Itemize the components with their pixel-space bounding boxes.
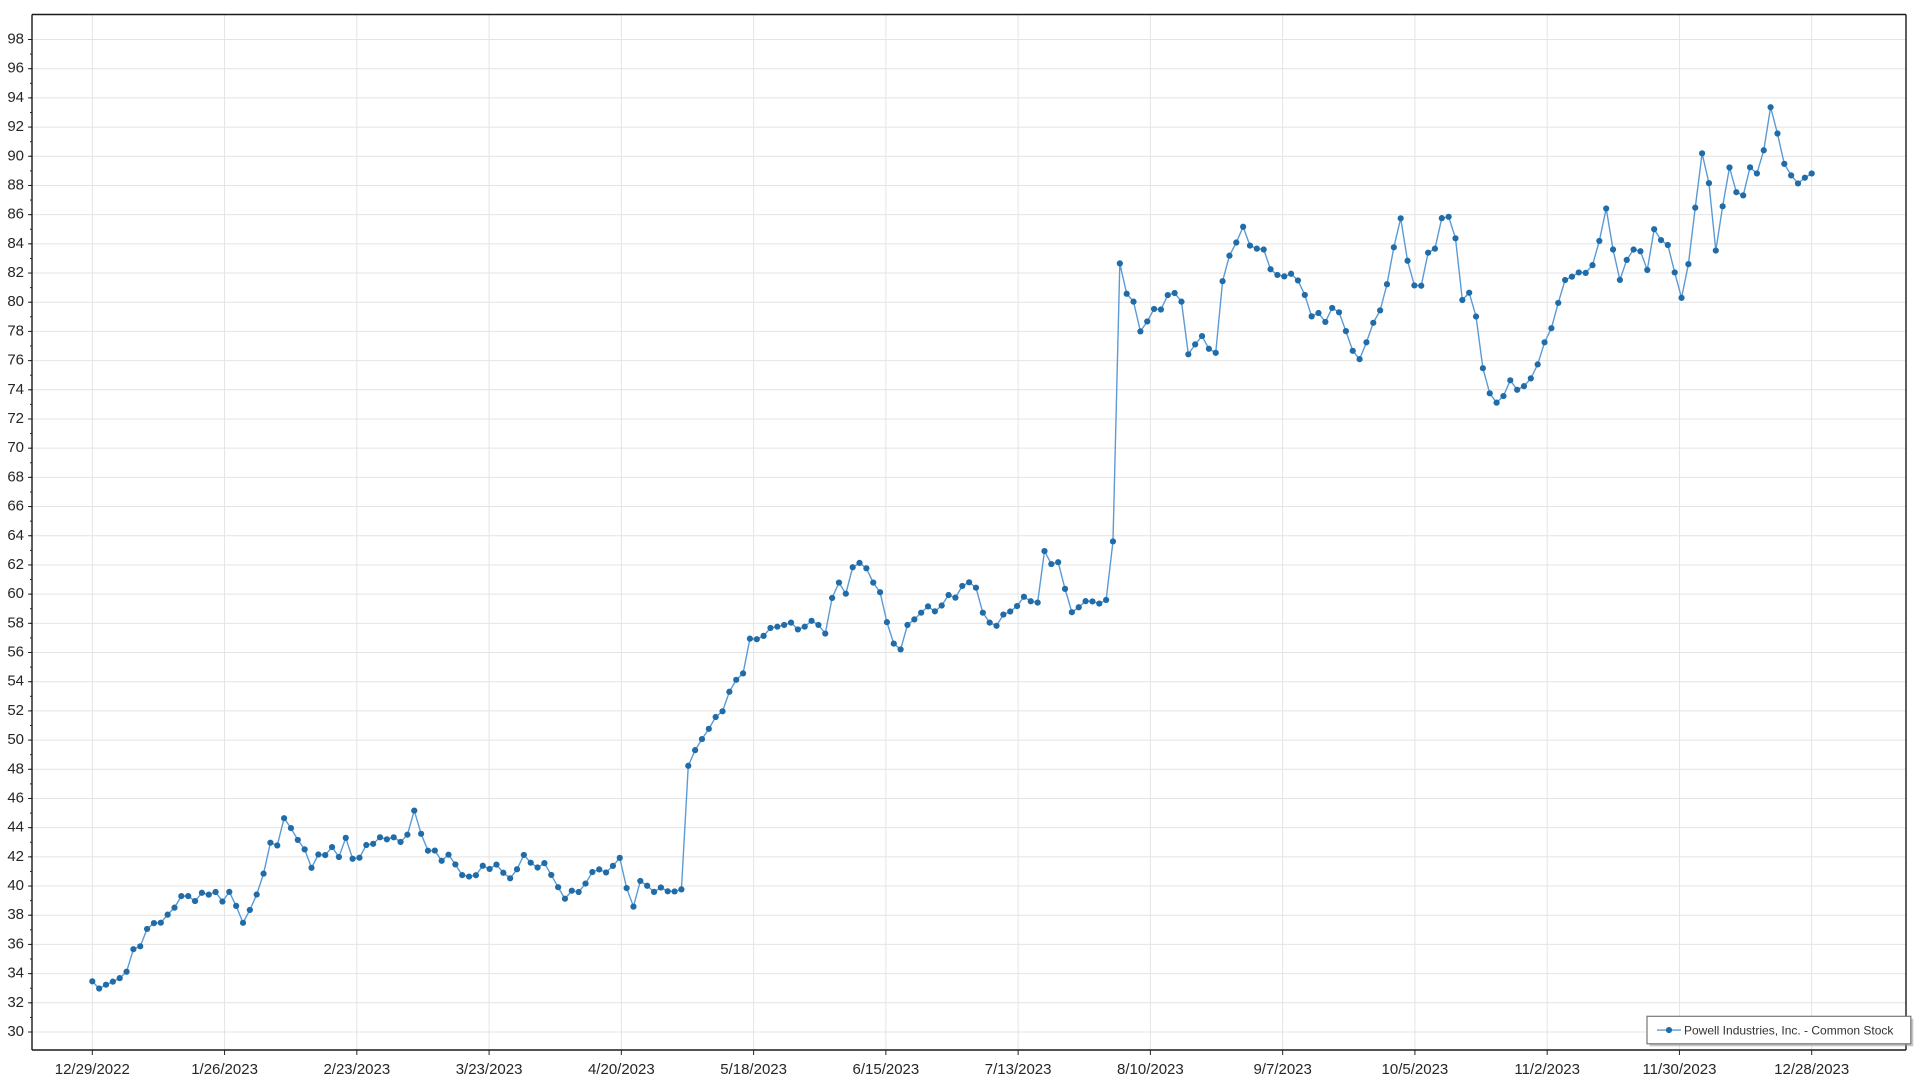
svg-text:34: 34 [7, 965, 24, 982]
svg-text:48: 48 [7, 760, 24, 777]
svg-text:62: 62 [7, 556, 24, 573]
svg-text:Powell Industries, Inc. - Comm: Powell Industries, Inc. - Common Stock [1684, 1024, 1894, 1038]
svg-text:88: 88 [7, 176, 24, 193]
svg-text:80: 80 [7, 293, 24, 310]
svg-text:1/26/2023: 1/26/2023 [191, 1061, 258, 1078]
svg-text:30: 30 [7, 1023, 24, 1040]
svg-text:98: 98 [7, 31, 24, 48]
svg-text:36: 36 [7, 935, 24, 952]
svg-text:94: 94 [7, 89, 24, 106]
svg-text:70: 70 [7, 439, 24, 456]
svg-text:42: 42 [7, 848, 24, 865]
svg-text:10/5/2023: 10/5/2023 [1382, 1061, 1449, 1078]
svg-text:38: 38 [7, 906, 24, 923]
svg-text:9/7/2023: 9/7/2023 [1253, 1061, 1311, 1078]
svg-text:44: 44 [7, 819, 24, 836]
svg-text:5/18/2023: 5/18/2023 [720, 1061, 787, 1078]
svg-text:7/13/2023: 7/13/2023 [985, 1061, 1052, 1078]
svg-text:86: 86 [7, 206, 24, 223]
svg-text:66: 66 [7, 498, 24, 515]
svg-text:12/28/2023: 12/28/2023 [1774, 1061, 1849, 1078]
svg-text:84: 84 [7, 235, 24, 252]
svg-text:11/2/2023: 11/2/2023 [1514, 1061, 1580, 1078]
svg-text:96: 96 [7, 60, 24, 77]
svg-text:3/23/2023: 3/23/2023 [456, 1061, 523, 1078]
svg-text:12/29/2022: 12/29/2022 [55, 1061, 130, 1078]
svg-text:82: 82 [7, 264, 24, 281]
svg-text:90: 90 [7, 147, 24, 164]
svg-text:74: 74 [7, 381, 24, 398]
svg-text:64: 64 [7, 527, 24, 544]
svg-text:78: 78 [7, 322, 24, 339]
svg-text:92: 92 [7, 118, 24, 135]
svg-text:60: 60 [7, 585, 24, 602]
svg-text:58: 58 [7, 614, 24, 631]
svg-text:2/23/2023: 2/23/2023 [323, 1061, 390, 1078]
svg-text:76: 76 [7, 352, 24, 369]
svg-text:4/20/2023: 4/20/2023 [588, 1061, 655, 1078]
svg-text:40: 40 [7, 877, 24, 894]
svg-text:32: 32 [7, 994, 24, 1011]
svg-text:54: 54 [7, 673, 24, 690]
svg-text:50: 50 [7, 731, 24, 748]
svg-text:72: 72 [7, 410, 24, 427]
svg-text:56: 56 [7, 644, 24, 661]
svg-text:68: 68 [7, 468, 24, 485]
svg-text:52: 52 [7, 702, 24, 719]
svg-text:46: 46 [7, 789, 24, 806]
svg-text:6/15/2023: 6/15/2023 [853, 1061, 920, 1078]
svg-text:11/30/2023: 11/30/2023 [1642, 1061, 1716, 1078]
svg-text:8/10/2023: 8/10/2023 [1117, 1061, 1184, 1078]
